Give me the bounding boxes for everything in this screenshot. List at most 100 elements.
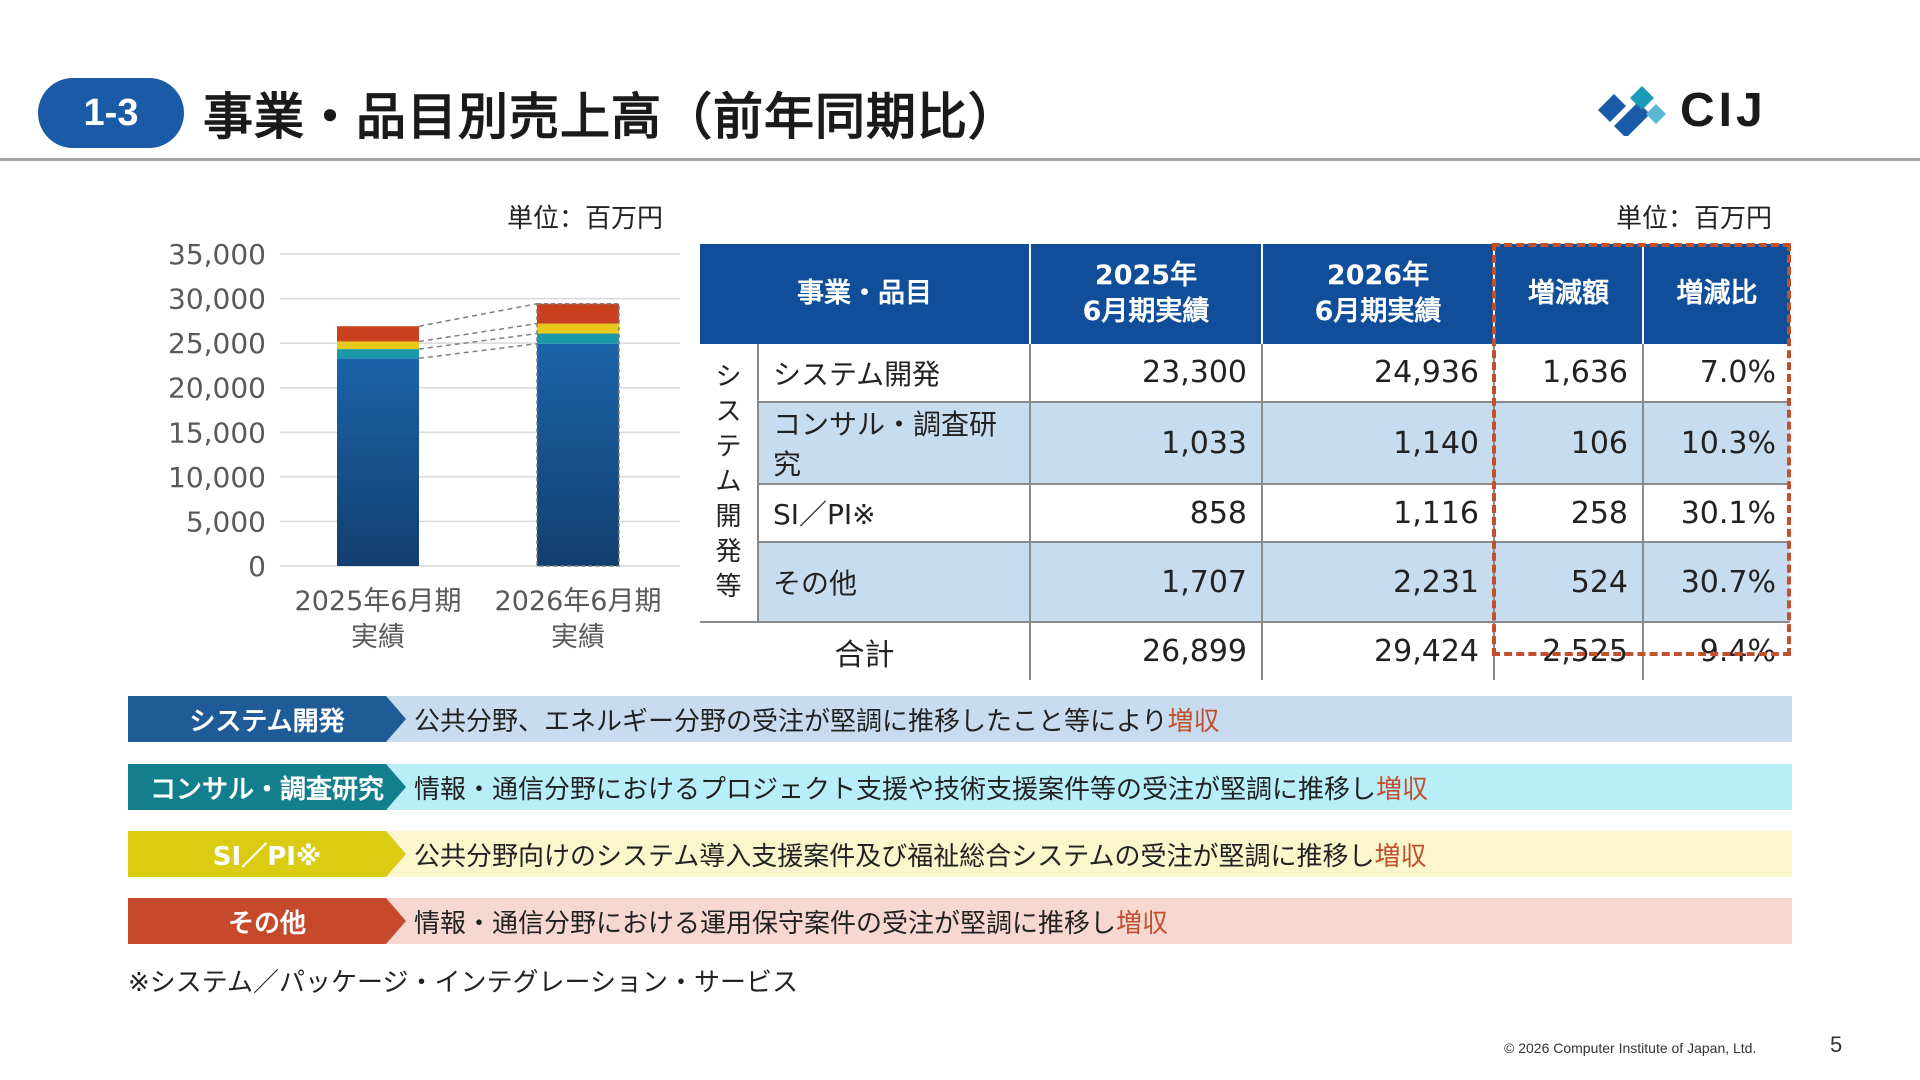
header-ratio: 増減比 <box>1643 244 1790 344</box>
bar-segment-3 <box>537 303 619 324</box>
y-tick-label: 0 <box>248 550 266 583</box>
cell-2025: 1,707 <box>1030 542 1263 623</box>
table-row: システム開発等 システム開発 23,300 24,936 1,636 7.0% <box>700 344 1790 623</box>
sales-table: 事業・品目 2025年 6月期実績 2026年 6月期実績 増減額 増減比 システム… <box>700 244 1790 680</box>
y-tick-label: 35,000 <box>168 238 266 271</box>
comment-text: 情報・通信分野におけるプロジェクト支援や技術支援案件等の受注が堅調に推移し 増収 <box>266 764 1792 810</box>
row-item: コンサル・調査研究 <box>758 402 1031 485</box>
y-tick-label: 20,000 <box>168 372 266 405</box>
comment-label: その他 <box>128 898 406 944</box>
bar-segment-3 <box>337 326 419 342</box>
logo-text: CIJ <box>1680 83 1767 137</box>
row-item: SI／PI※ <box>758 484 1031 543</box>
x-tick-label: 2025年6月期 <box>295 586 462 617</box>
comment-body: 情報・通信分野における運用保守案件の受注が堅調に推移し <box>414 908 1117 939</box>
table-row: コンサル・調査研究 1,033 1,140 106 10.3% <box>700 402 1790 485</box>
table-header-row: 事業・品目 2025年 6月期実績 2026年 6月期実績 増減額 増減比 <box>700 244 1790 344</box>
row-item: システム開発 <box>758 344 1031 403</box>
comment-row: 公共分野向けのシステム導入支援案件及び福祉総合システムの受注が堅調に推移し 増収 S… <box>128 831 1792 877</box>
comment-label: SI／PI※ <box>128 831 406 877</box>
cell-diff: 524 <box>1494 542 1644 623</box>
header-2026: 2026年 6月期実績 <box>1262 244 1495 344</box>
total-label: 合計 <box>700 622 1031 680</box>
comment-body: 公共分野向けのシステム導入支援案件及び福祉総合システムの受注が堅調に推移し <box>414 841 1375 872</box>
title-divider <box>0 158 1920 161</box>
section-badge: 1-3 <box>38 78 184 148</box>
connector-line <box>418 342 538 360</box>
connector-line <box>418 302 538 327</box>
stacked-bar-chart: 0 5,000 10,000 15,000 20,000 25,000 30,000 35,0… <box>168 238 680 653</box>
table-total-row: 合計 26,899 29,424 2,525 9.4% <box>700 622 1790 680</box>
bar-segment-1 <box>337 349 419 359</box>
cell-ratio: 10.3% <box>1643 402 1790 485</box>
cell-2026: 2,231 <box>1262 542 1495 623</box>
cell-ratio: 7.0% <box>1643 344 1790 403</box>
cell-2026: 24,936 <box>1262 344 1495 403</box>
header-2025: 2025年 6月期実績 <box>1030 244 1263 344</box>
footnote: ※システム／パッケージ・インテグレーション・サービス <box>128 968 798 998</box>
total-ratio: 9.4% <box>1699 634 1776 669</box>
cell-ratio: 30.7% <box>1643 542 1790 623</box>
chart-unit: 単位：百万円 <box>507 204 664 234</box>
group-label-char: シ <box>715 362 742 392</box>
cell-2026: 1,116 <box>1262 484 1495 543</box>
page-title: 事業・品目別売上高（前年同期比） <box>203 88 1019 146</box>
cell-ratio: 30.1% <box>1643 484 1790 543</box>
comment-text: 情報・通信分野における運用保守案件の受注が堅調に推移し 増収 <box>266 898 1792 944</box>
group-label-system: システム開発等 <box>700 344 759 623</box>
group-label-char: 開 <box>715 502 742 532</box>
comment-body: 公共分野、エネルギー分野の受注が堅調に推移したこと等により <box>414 706 1168 737</box>
y-tick-label: 10,000 <box>168 461 266 494</box>
cell-2025: 23,300 <box>1030 344 1263 403</box>
x-tick-label: 2026年6月期 <box>495 586 662 617</box>
group-label-char: 等 <box>715 572 742 602</box>
comment-highlight: 増収 <box>1376 774 1429 805</box>
group-label-char: 発 <box>715 537 742 567</box>
comment-row: 公共分野、エネルギー分野の受注が堅調に推移したこと等により 増収 システム開発 <box>128 696 1792 742</box>
comment-label: システム開発 <box>128 696 406 742</box>
bar-segment-2 <box>337 341 419 350</box>
y-tick-label: 30,000 <box>168 283 266 316</box>
cell-diff: 1,636 <box>1494 344 1644 403</box>
comment-highlight: 増収 <box>1167 706 1220 737</box>
header-item: 事業・品目 <box>700 244 1031 344</box>
cell-2026: 1,140 <box>1262 402 1495 485</box>
connector-line <box>418 332 538 350</box>
bar-outline <box>536 302 620 567</box>
comment-body: 情報・通信分野におけるプロジェクト支援や技術支援案件等の受注が堅調に推移し <box>414 774 1377 805</box>
table-row: SI／PI※ 858 1,116 258 30.1% <box>700 484 1790 543</box>
group-label-char: ス <box>715 397 742 427</box>
y-tick-label: 25,000 <box>168 327 266 360</box>
comment-highlight: 増収 <box>1116 908 1169 939</box>
bar-segment-2 <box>537 323 619 334</box>
cell-diff: 106 <box>1494 402 1644 485</box>
comment-row: 情報・通信分野における運用保守案件の受注が堅調に推移し 増収 その他 <box>128 898 1792 944</box>
group-label-char: ム <box>715 467 742 497</box>
page-number: 5 <box>1830 1032 1843 1057</box>
table-unit: 単位：百万円 <box>1616 204 1773 234</box>
cell-diff: 258 <box>1494 484 1644 543</box>
bar-segment-0 <box>337 358 419 566</box>
comment-highlight: 増収 <box>1374 841 1427 872</box>
total-diff: 2,525 <box>1494 622 1644 680</box>
total-2025: 26,899 <box>1030 622 1263 680</box>
company-logo: CIJ <box>1596 82 1796 138</box>
row-item: その他 <box>758 542 1031 623</box>
total-2026: 29,424 <box>1262 622 1495 680</box>
x-tick-label: 実績 <box>551 622 605 653</box>
y-tick-label: 15,000 <box>168 416 266 449</box>
connector-line <box>418 322 538 343</box>
y-tick-label: 5,000 <box>186 505 266 538</box>
bar-segment-1 <box>537 333 619 344</box>
comment-text: 公共分野向けのシステム導入支援案件及び福祉総合システムの受注が堅調に推移し 増収 <box>266 831 1792 877</box>
comment-label: コンサル・調査研究 <box>128 764 406 810</box>
comment-row: 情報・通信分野におけるプロジェクト支援や技術支援案件等の受注が堅調に推移し 増収コ… <box>128 764 1792 810</box>
cij-logo-mark-icon <box>1598 86 1666 136</box>
header-diff: 増減額 <box>1494 244 1644 344</box>
bar-segment-0 <box>537 343 619 566</box>
x-tick-label: 実績 <box>351 622 405 653</box>
cell-2025: 1,033 <box>1030 402 1263 485</box>
group-label-char: テ <box>715 432 742 462</box>
comment-text: 公共分野、エネルギー分野の受注が堅調に推移したこと等により 増収 <box>266 696 1792 742</box>
cell-2025: 858 <box>1030 484 1263 543</box>
